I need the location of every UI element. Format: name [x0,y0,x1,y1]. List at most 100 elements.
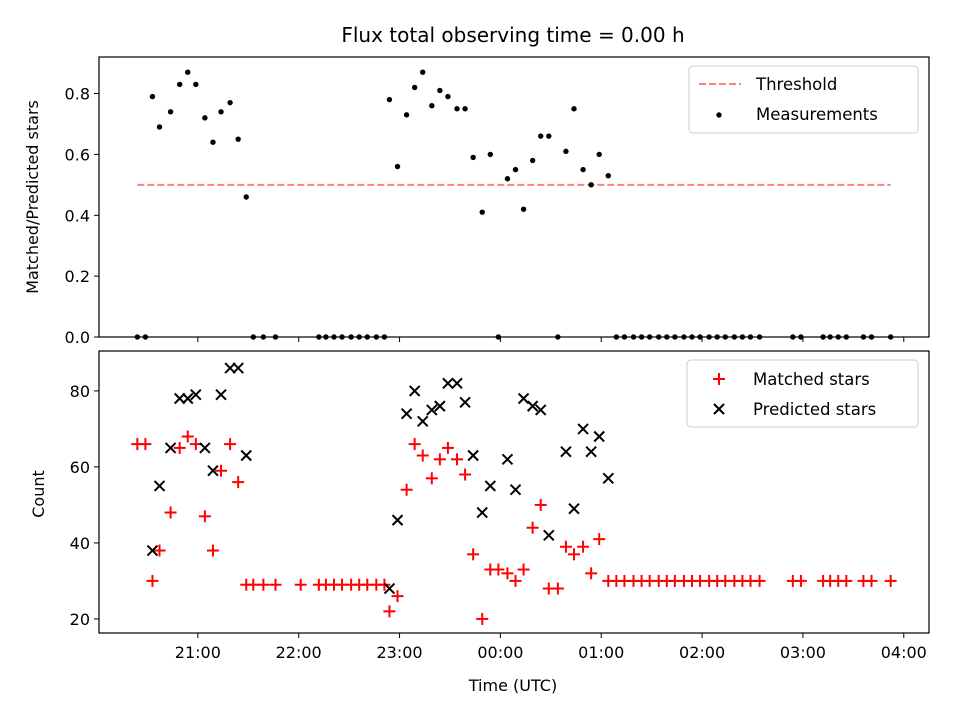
measurement-point [403,112,410,118]
predicted-star-point [451,377,463,390]
measurement-point [411,84,418,91]
matched-star-point [794,574,807,587]
measurement-point [479,209,485,215]
matched-star-point [509,574,522,587]
matched-star-point [164,506,177,519]
bottom-y-tick-label: 20 [70,610,90,629]
top-y-axis-label: Matched/Predicted stars [23,100,42,294]
matched-star-point [425,472,438,485]
measurement-point [512,166,519,173]
measurement-point [605,172,611,179]
matched-star-point [408,438,421,451]
top-y-ticks: 0.0 0.2 0.4 0.6 0.8 [65,85,99,347]
matched-star-point [224,438,237,451]
chart-title: Flux total observing time = 0.00 h [341,23,684,47]
predicted-star-point [501,453,514,466]
measurement-point [437,87,443,94]
matched-star-point [181,430,194,443]
predicted-star-point [240,449,252,462]
bottom-y-tick-label: 80 [70,382,90,401]
predicted-star-point [146,544,159,557]
matched-star-point [501,567,514,580]
bottom-legend-box [686,359,919,428]
predicted-star-point [526,400,539,412]
measurement-point [538,133,544,139]
predicted-star-point [517,392,530,405]
bottom-plot-area [131,362,897,625]
matched-star-point [247,578,260,591]
top-axes-frame [98,56,930,338]
top-legend: Threshold Measurements [688,65,919,134]
matched-star-point [153,544,166,557]
bottom-x-ticks: 21:00 22:00 23:00 00:00 01:00 02:00 03:00 04:00 [175,633,927,662]
matched-star-point [206,544,219,557]
matched-star-point [416,449,429,462]
x-tick-label: 04:00 [881,643,927,662]
measurement-point [504,176,511,182]
x-tick-label: 02:00 [679,643,725,662]
measurement-point [563,148,569,155]
matched-star-point [400,483,413,496]
predicted-star-point [215,388,227,401]
x-tick-label: 01:00 [578,643,624,662]
top-y-tick-label: 0.8 [65,85,90,104]
measurements-legend-marker [716,112,722,118]
predicted-star-point [417,415,429,428]
measurements-legend-label: Measurements [756,105,878,124]
matched-star-point [198,510,211,523]
measurement-point [596,151,602,158]
predicted-star-point [543,529,555,542]
matched-star-point [753,574,766,587]
predicted-star-point [232,362,244,374]
predicted-star-point [593,430,605,443]
measurement-point [462,106,468,112]
predicted-star-point [585,446,597,458]
matched-star-point [526,521,539,534]
measurement-point [420,69,426,75]
top-legend-box [688,65,919,134]
predicted-star-point [408,385,421,397]
bottom-legend: Matched stars Predicted stars [686,359,919,428]
predicted-star-point [164,442,177,454]
matched-star-point [459,468,472,481]
predicted-star-point [467,449,479,462]
top-y-tick-label: 0.0 [65,328,90,347]
x-tick-label: 21:00 [175,643,221,662]
measurement-point [394,163,401,170]
matched-star-point [840,574,853,587]
matched-star-point [585,567,598,580]
bottom-axes-frame [98,350,930,634]
matched-star-point [577,540,590,553]
x-tick-label: 22:00 [276,643,322,662]
matched-star-point [173,441,186,454]
measurement-point [520,206,527,212]
measurement-point [580,166,586,173]
predicted-star-point [190,388,202,401]
measurement-point [156,124,163,130]
measurement-point [185,69,191,75]
bottom-y-tick-label: 40 [70,534,90,553]
predicted-star-point [383,582,396,595]
matched-star-point [492,563,505,576]
matched-star-point [391,590,404,603]
bottom-y-axis-label: Count [29,470,48,518]
matched-star-point [884,574,897,587]
matched-star-point [467,548,480,561]
measurement-point [546,133,552,139]
matched-star-point [559,540,572,553]
predicted-star-point [509,484,522,496]
matched-star-point [476,612,489,625]
matched-star-point [146,574,159,587]
x-tick-label: 00:00 [477,643,523,662]
matched-stars-legend-marker [713,373,725,385]
matched-star-point [551,582,564,595]
matched-star-point [534,498,547,511]
predicted-star-point [434,400,446,412]
predicted-stars-legend-label: Predicted stars [753,400,876,419]
predicted-star-point [602,472,615,485]
measurement-point [176,81,183,88]
measurement-point [529,157,536,164]
measurement-point [210,139,216,145]
predicted-star-point [535,404,547,416]
